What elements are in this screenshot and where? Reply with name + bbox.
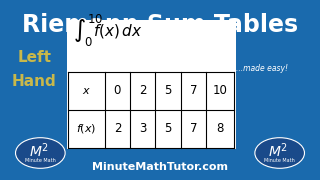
Text: $x$: $x$ xyxy=(82,86,91,96)
Text: MinuteMathTutor.com: MinuteMathTutor.com xyxy=(92,162,228,172)
Text: Left: Left xyxy=(18,50,52,65)
Text: 3: 3 xyxy=(139,122,147,135)
Text: 10: 10 xyxy=(213,84,228,97)
Text: Minute Math: Minute Math xyxy=(25,158,56,163)
Text: Hand: Hand xyxy=(12,73,57,89)
Text: 5: 5 xyxy=(164,84,172,97)
Text: 2: 2 xyxy=(114,122,121,135)
Text: 8: 8 xyxy=(217,122,224,135)
Text: 7: 7 xyxy=(190,84,197,97)
FancyBboxPatch shape xyxy=(67,20,236,149)
Text: $M^2$: $M^2$ xyxy=(268,142,288,161)
Text: 7: 7 xyxy=(190,122,197,135)
Text: $f(x)$: $f(x)$ xyxy=(76,122,97,135)
Text: Riemann Sum Tables: Riemann Sum Tables xyxy=(22,13,298,37)
Circle shape xyxy=(255,138,304,168)
Text: ...made easy!: ...made easy! xyxy=(236,64,288,73)
Text: Minute Math: Minute Math xyxy=(264,158,295,163)
Text: 5: 5 xyxy=(164,122,172,135)
Circle shape xyxy=(16,138,65,168)
Text: $\int_0^{10}$: $\int_0^{10}$ xyxy=(73,13,104,49)
Text: $f(x)\,dx$: $f(x)\,dx$ xyxy=(93,22,142,40)
Text: 2: 2 xyxy=(139,84,147,97)
Text: $M^2$: $M^2$ xyxy=(29,142,49,161)
Text: 0: 0 xyxy=(114,84,121,97)
